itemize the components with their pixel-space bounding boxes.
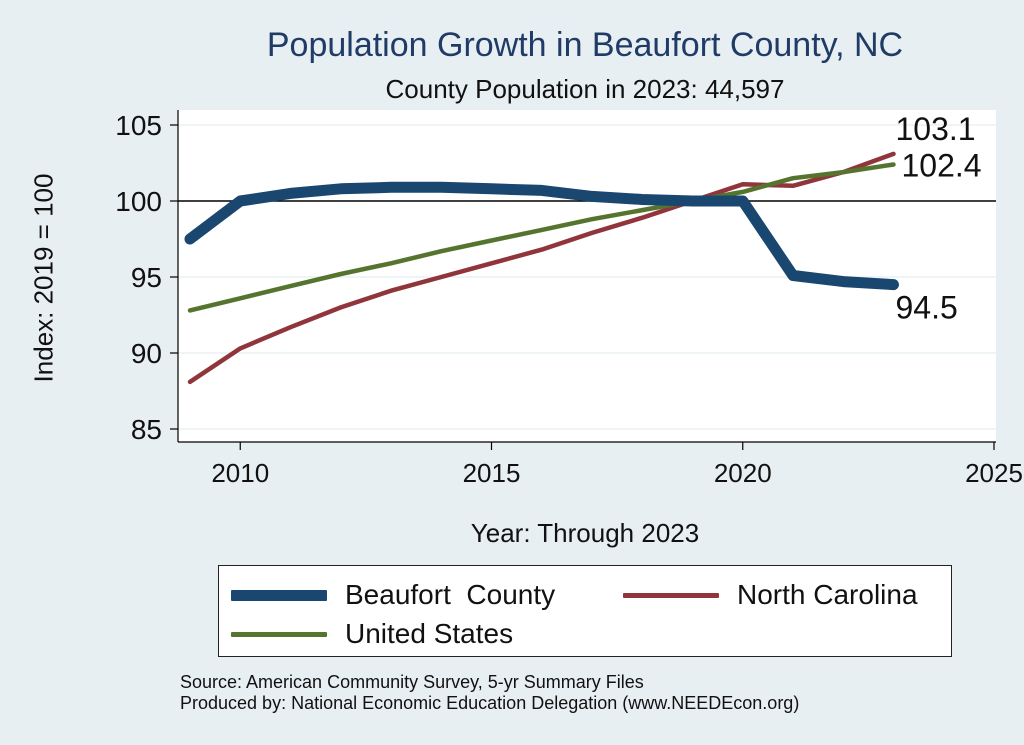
legend-label-north-carolina: North Carolina <box>737 579 918 610</box>
y-tick-label-95: 95 <box>131 262 162 293</box>
chart-subtitle: County Population in 2023: 44,597 <box>385 74 785 104</box>
legend-swatch-united-states <box>231 631 327 637</box>
legend: Beaufort County North Carolina United St… <box>218 565 952 657</box>
legend-item-united-states: United States <box>231 618 513 650</box>
x-axis-label: Year: Through 2023 <box>470 518 700 548</box>
produced-by-note: Produced by: National Economic Education… <box>180 693 800 713</box>
y-axis-label: Index: 2019 = 100 <box>28 173 59 383</box>
x-tick-label-2010: 2010 <box>211 458 269 488</box>
legend-item-north-carolina: North Carolina <box>623 579 918 611</box>
x-tick-label-2025: 2025 <box>965 458 1023 488</box>
legend-swatch-beaufort <box>231 589 327 601</box>
y-tick-label-90: 90 <box>131 338 162 369</box>
y-tick-label-100: 100 <box>115 186 162 217</box>
footer: Source: American Community Survey, 5-yr … <box>180 672 799 714</box>
x-tick-label-2020: 2020 <box>714 458 772 488</box>
legend-label-united-states: United States <box>345 618 514 649</box>
end-label-beaufort: 94.5 <box>896 290 958 326</box>
end-label-north-carolina: 103.1 <box>896 111 976 147</box>
legend-label-beaufort: Beaufort County <box>345 579 556 610</box>
legend-item-beaufort: Beaufort County <box>231 579 555 611</box>
axes: 85 90 95 100 105 2010 2015 2020 2025 <box>115 110 1023 488</box>
grid-lines <box>178 124 996 430</box>
source-note: Source: American Community Survey, 5-yr … <box>180 672 644 692</box>
series-line-beaufort <box>184 181 899 291</box>
end-label-united-states: 102.4 <box>902 148 982 184</box>
chart-title: Population Growth in Beaufort County, NC <box>266 26 904 64</box>
y-tick-label-85: 85 <box>131 414 162 445</box>
series-lines <box>184 151 899 385</box>
series-line-united-states <box>187 162 896 313</box>
x-tick-label-2015: 2015 <box>463 458 521 488</box>
legend-swatch-north-carolina <box>623 592 719 598</box>
series-line-north-carolina <box>187 151 896 385</box>
y-tick-label-105: 105 <box>115 110 162 141</box>
